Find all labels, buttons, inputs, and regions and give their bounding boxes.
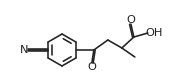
Text: OH: OH <box>145 28 163 38</box>
Text: N: N <box>19 45 28 55</box>
Text: O: O <box>126 15 135 24</box>
Text: O: O <box>87 62 96 72</box>
